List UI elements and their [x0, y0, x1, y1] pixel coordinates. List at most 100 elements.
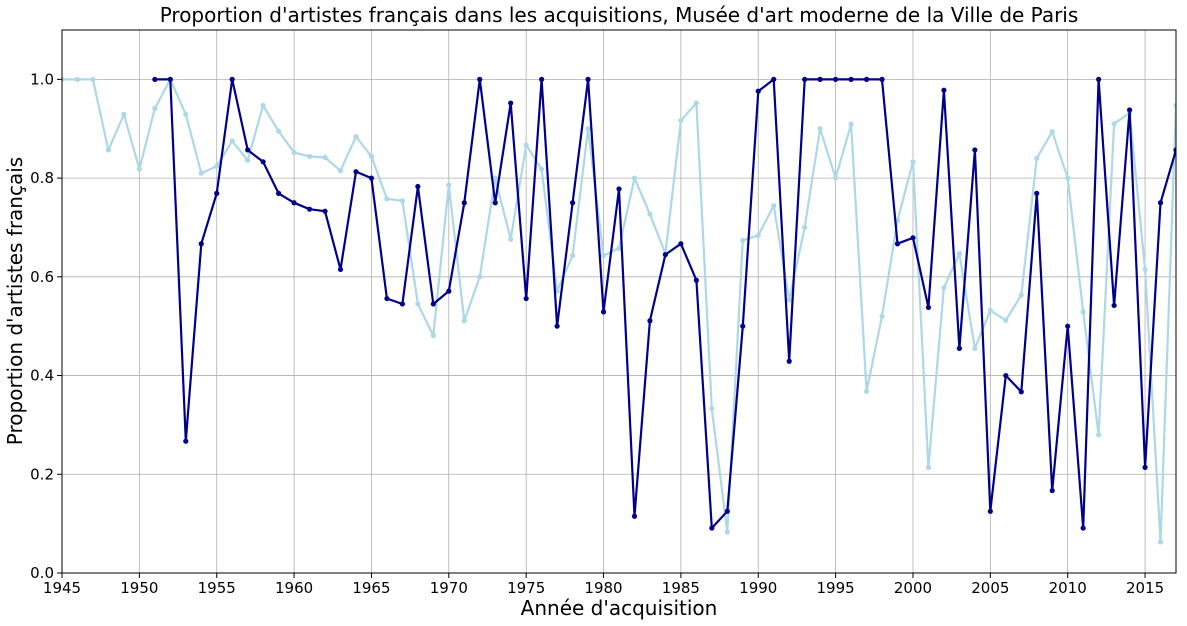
- data-point: [1080, 525, 1086, 531]
- data-point: [1018, 292, 1024, 298]
- data-point: [894, 241, 901, 247]
- x-tick-label: 1955: [198, 579, 236, 597]
- data-point: [214, 190, 220, 196]
- data-point: [399, 198, 405, 204]
- data-point: [956, 251, 962, 257]
- data-point: [755, 232, 761, 238]
- data-point: [631, 513, 638, 519]
- data-point: [848, 121, 854, 127]
- data-point: [833, 76, 839, 82]
- data-point: [446, 288, 452, 294]
- data-point: [477, 76, 483, 82]
- data-point: [1049, 129, 1055, 135]
- data-point: [987, 307, 993, 313]
- data-point: [554, 323, 560, 329]
- data-point: [276, 128, 282, 134]
- data-point: [1018, 389, 1024, 395]
- chart-title: Proportion d'artistes français dans les …: [160, 3, 1079, 27]
- data-point: [925, 464, 932, 470]
- data-point: [569, 200, 576, 206]
- data-point: [121, 111, 127, 118]
- data-point: [709, 406, 715, 412]
- data-point: [167, 76, 173, 82]
- data-point: [229, 138, 235, 144]
- data-point: [105, 147, 112, 153]
- data-point: [662, 252, 669, 258]
- data-point: [879, 76, 885, 82]
- data-point: [368, 153, 375, 159]
- series-line: [154, 78, 1176, 530]
- data-point: [863, 76, 870, 82]
- series-line: [62, 78, 1176, 544]
- data-point: [415, 183, 421, 190]
- data-point: [260, 159, 266, 165]
- data-point: [1157, 200, 1164, 206]
- data-point: [152, 105, 158, 112]
- x-tick-label: 1970: [430, 579, 468, 597]
- data-point: [322, 154, 328, 160]
- data-point: [399, 301, 405, 307]
- data-point: [925, 304, 932, 311]
- data-point: [198, 170, 204, 176]
- data-point: [941, 285, 947, 291]
- data-point: [430, 332, 436, 339]
- data-point: [1096, 76, 1102, 82]
- x-tick-label: 1985: [662, 579, 700, 597]
- x-tick-label: 1950: [120, 579, 158, 597]
- data-point: [786, 358, 792, 364]
- data-point: [1080, 309, 1086, 315]
- data-point: [678, 241, 684, 247]
- x-tick-label: 2005: [971, 579, 1009, 597]
- data-point: [616, 245, 622, 251]
- y-axis-label: Proportion d'artistes français: [3, 157, 27, 445]
- data-point: [585, 126, 591, 132]
- y-tick-label: 0.0: [30, 564, 54, 582]
- data-point: [477, 274, 483, 280]
- data-point: [740, 323, 746, 329]
- plot-frame: [61, 29, 1177, 574]
- y-tick-label: 0.2: [30, 465, 54, 483]
- data-point: [678, 117, 684, 123]
- data-point: [384, 196, 390, 202]
- data-point: [539, 166, 545, 172]
- data-point: [585, 76, 591, 82]
- series-lines: [62, 76, 1176, 545]
- data-point: [260, 102, 266, 109]
- data-point: [183, 111, 189, 118]
- x-axis-label: Année d'acquisition: [521, 596, 718, 620]
- data-point: [740, 237, 746, 243]
- data-point: [910, 159, 916, 165]
- data-point: [1142, 266, 1148, 273]
- data-point: [817, 76, 823, 82]
- data-point: [848, 76, 854, 82]
- data-point: [771, 76, 777, 82]
- data-point: [1065, 323, 1071, 329]
- data-point: [863, 388, 870, 394]
- data-point: [693, 100, 699, 106]
- data-point: [956, 345, 962, 351]
- x-tick-label: 2010: [1049, 579, 1087, 597]
- data-point: [972, 147, 978, 153]
- data-point: [1111, 121, 1117, 127]
- y-axis-ticks: 0.0 0.2 0.4 0.6 0.8 1.0: [30, 70, 62, 582]
- data-point: [616, 186, 622, 192]
- data-point: [647, 318, 653, 324]
- data-point: [430, 301, 436, 307]
- x-tick-label: 1965: [352, 579, 390, 597]
- data-point: [1173, 102, 1176, 109]
- x-axis-ticks: 1945 1950 1955 1960 1965 1970 1975 1980 1985 1990…: [43, 573, 1164, 597]
- data-point: [1034, 155, 1040, 161]
- data-point: [987, 508, 993, 514]
- data-point: [198, 241, 204, 247]
- data-point: [245, 147, 251, 153]
- data-point: [62, 76, 65, 82]
- data-point: [353, 134, 359, 140]
- x-tick-label: 1980: [584, 579, 622, 597]
- data-point: [446, 182, 452, 188]
- data-point: [523, 142, 529, 148]
- data-point: [1173, 147, 1176, 153]
- data-point: [755, 88, 761, 94]
- data-point: [972, 345, 978, 351]
- data-point: [337, 266, 344, 273]
